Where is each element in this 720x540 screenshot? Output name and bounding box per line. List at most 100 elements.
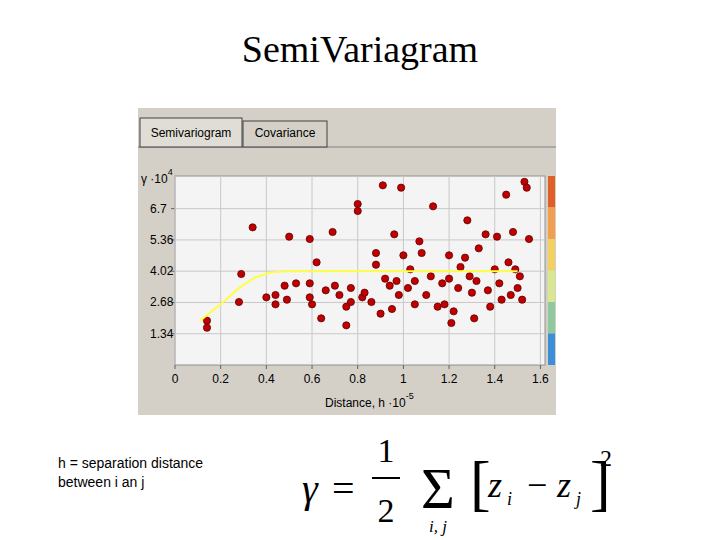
formula-part: = — [332, 466, 355, 511]
point — [283, 296, 290, 303]
x-tick-label: 1.6 — [532, 372, 549, 386]
point — [354, 207, 361, 214]
y-tick-label: 1.34 — [150, 327, 174, 341]
point — [395, 291, 402, 298]
plot-area — [175, 176, 545, 365]
point — [423, 291, 430, 298]
y-tick-label: 6.7 — [150, 202, 167, 216]
point — [372, 261, 379, 268]
color-bar-segment — [548, 239, 555, 271]
x-axis-label: Distance, h ·10-5 — [325, 391, 414, 410]
point — [461, 254, 468, 261]
formula-part: i — [507, 489, 512, 509]
x-tick — [175, 365, 176, 369]
point — [445, 252, 452, 259]
point — [329, 228, 336, 235]
x-tick — [403, 365, 404, 369]
tab — [243, 121, 327, 147]
point — [393, 277, 400, 284]
data-group — [200, 178, 532, 331]
point — [306, 235, 313, 242]
point — [455, 284, 462, 291]
formula-part: 2 — [378, 492, 395, 529]
point — [468, 289, 475, 296]
slide-canvas: SemiVariagramSemivariogramCovariance1.34… — [0, 0, 720, 540]
tab-label: Semivariogram — [151, 126, 232, 140]
point — [411, 277, 418, 284]
grid-line — [540, 176, 541, 365]
point — [503, 191, 510, 198]
point — [306, 294, 313, 301]
point — [464, 217, 471, 224]
slide: SemiVariagramSemivariogramCovariance1.34… — [0, 0, 720, 540]
point — [347, 284, 354, 291]
grid-line — [266, 176, 267, 365]
point — [448, 319, 455, 326]
y-axis-label-exponent: 4 — [168, 167, 173, 177]
y-tick-label: 2.68 — [150, 295, 174, 309]
x-tick-label: 1.2 — [441, 372, 458, 386]
point — [434, 303, 441, 310]
point — [519, 296, 526, 303]
x-tick-label: 0.8 — [349, 372, 366, 386]
x-tick-label: 0.6 — [304, 372, 321, 386]
point — [516, 273, 523, 280]
point — [400, 252, 407, 259]
point — [398, 184, 405, 191]
point — [361, 289, 368, 296]
caption: h = separation distance — [58, 455, 203, 471]
point — [475, 245, 482, 252]
fit-line — [200, 271, 517, 320]
y-axis-label: γ ·104 — [141, 167, 173, 186]
x-tick — [494, 365, 495, 369]
point — [347, 298, 354, 305]
color-bar-segment — [548, 334, 555, 366]
y-tick-label: 5.36 — [150, 233, 174, 247]
point — [498, 296, 505, 303]
point — [354, 200, 361, 207]
y-tick-label: 4.02 — [150, 264, 174, 278]
point — [505, 259, 512, 266]
point — [484, 287, 491, 294]
point — [286, 233, 293, 240]
point — [281, 282, 288, 289]
point — [493, 233, 500, 240]
point — [509, 228, 516, 235]
color-bar-segment — [548, 176, 555, 208]
point — [514, 284, 521, 291]
point — [306, 280, 313, 287]
y-tick — [171, 208, 175, 209]
point — [292, 280, 299, 287]
point — [391, 231, 398, 238]
color-bar-segment — [548, 302, 555, 334]
point — [525, 235, 532, 242]
point — [272, 301, 279, 308]
formula-part: 1 — [378, 432, 395, 469]
formula-part: − — [527, 465, 547, 505]
point — [411, 301, 418, 308]
x-axis-label-text: Distance, h ·10 — [325, 396, 406, 410]
point — [331, 282, 338, 289]
grid-line — [175, 333, 545, 334]
y-axis-label-text: γ ·10 — [141, 172, 168, 186]
point — [263, 294, 270, 301]
tab-label: Covariance — [255, 126, 316, 140]
point — [496, 280, 503, 287]
formula-part: z — [487, 465, 502, 505]
color-bar-segment — [548, 271, 555, 303]
point — [429, 203, 436, 210]
point — [404, 284, 411, 291]
point — [235, 298, 242, 305]
x-tick-label: 0.2 — [212, 372, 229, 386]
x-tick-label: 1 — [400, 372, 407, 386]
formula-part: Σ — [421, 456, 455, 521]
point — [473, 277, 480, 284]
point — [249, 224, 256, 231]
point — [379, 182, 386, 189]
point — [416, 238, 423, 245]
point — [427, 273, 434, 280]
point — [487, 303, 494, 310]
x-tick — [220, 365, 221, 369]
point — [466, 273, 473, 280]
x-tick — [266, 365, 267, 369]
